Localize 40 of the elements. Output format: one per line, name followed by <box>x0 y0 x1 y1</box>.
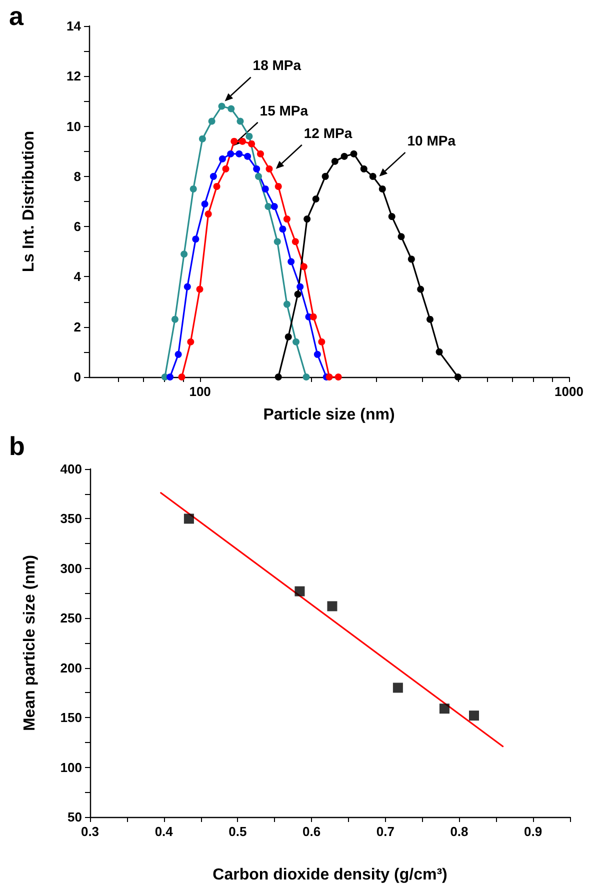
x-tick-label: 0.7 <box>376 824 394 839</box>
y-tick-label: 200 <box>60 660 82 676</box>
y-tick-label: 250 <box>60 610 82 626</box>
x-tick-label: 1000 <box>554 384 584 399</box>
y-axis-title: Mean particle size (nm) <box>22 554 38 732</box>
chart-title: b <box>9 431 25 461</box>
x-axis-title: Carbon dioxide density (g/cm³) <box>212 866 448 884</box>
x-tick-label: 0.5 <box>228 824 247 839</box>
y-tick-label: 0 <box>74 370 81 384</box>
chart-title: a <box>9 1 24 31</box>
y-tick-label: 2 <box>74 319 81 334</box>
point <box>469 710 479 721</box>
x-tick-label: 0.8 <box>450 824 468 839</box>
x-tick-label: 0.9 <box>524 824 542 839</box>
point <box>294 586 305 596</box>
y-tick-label: 14 <box>66 18 82 34</box>
y-tick-label: 6 <box>74 219 81 234</box>
point <box>439 704 450 714</box>
y-axis-title: Ls Int. Distribution <box>20 130 38 272</box>
y-tick-label: 10 <box>66 118 81 134</box>
y-tick-label: 150 <box>60 710 82 726</box>
x-tick-label: 0.6 <box>302 824 321 839</box>
x-tick-label: 0.3 <box>80 824 100 839</box>
y-tick-label: 4 <box>74 269 82 284</box>
annotation: 18 MPa <box>252 57 302 74</box>
point <box>327 601 338 612</box>
y-tick-label: 12 <box>66 68 81 84</box>
point <box>392 682 403 693</box>
y-tick-label: 50 <box>68 810 82 824</box>
y-tick-label: 8 <box>74 168 81 184</box>
x-tick-label: 0.4 <box>154 824 174 839</box>
annotation: 10 MPa <box>407 132 456 148</box>
y-tick-label: 300 <box>60 560 82 576</box>
point <box>184 514 194 524</box>
y-tick-label: 400 <box>60 462 82 476</box>
y-tick-label: 100 <box>60 760 82 775</box>
annotation: 15 MPa <box>260 102 308 118</box>
annotation: 12 MPa <box>304 124 352 141</box>
y-tick-label: 350 <box>60 511 82 526</box>
x-axis-title: Particle size (nm) <box>263 406 395 424</box>
